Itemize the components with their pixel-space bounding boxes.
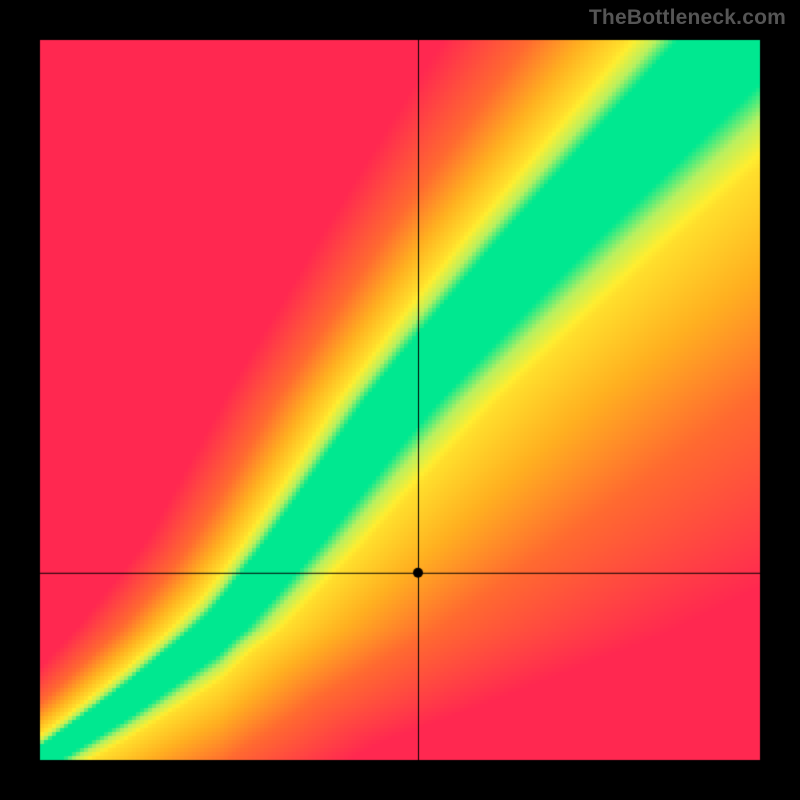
chart-container: TheBottleneck.com — [0, 0, 800, 800]
heatmap-canvas — [0, 0, 800, 800]
watermark-text: TheBottleneck.com — [589, 6, 786, 30]
